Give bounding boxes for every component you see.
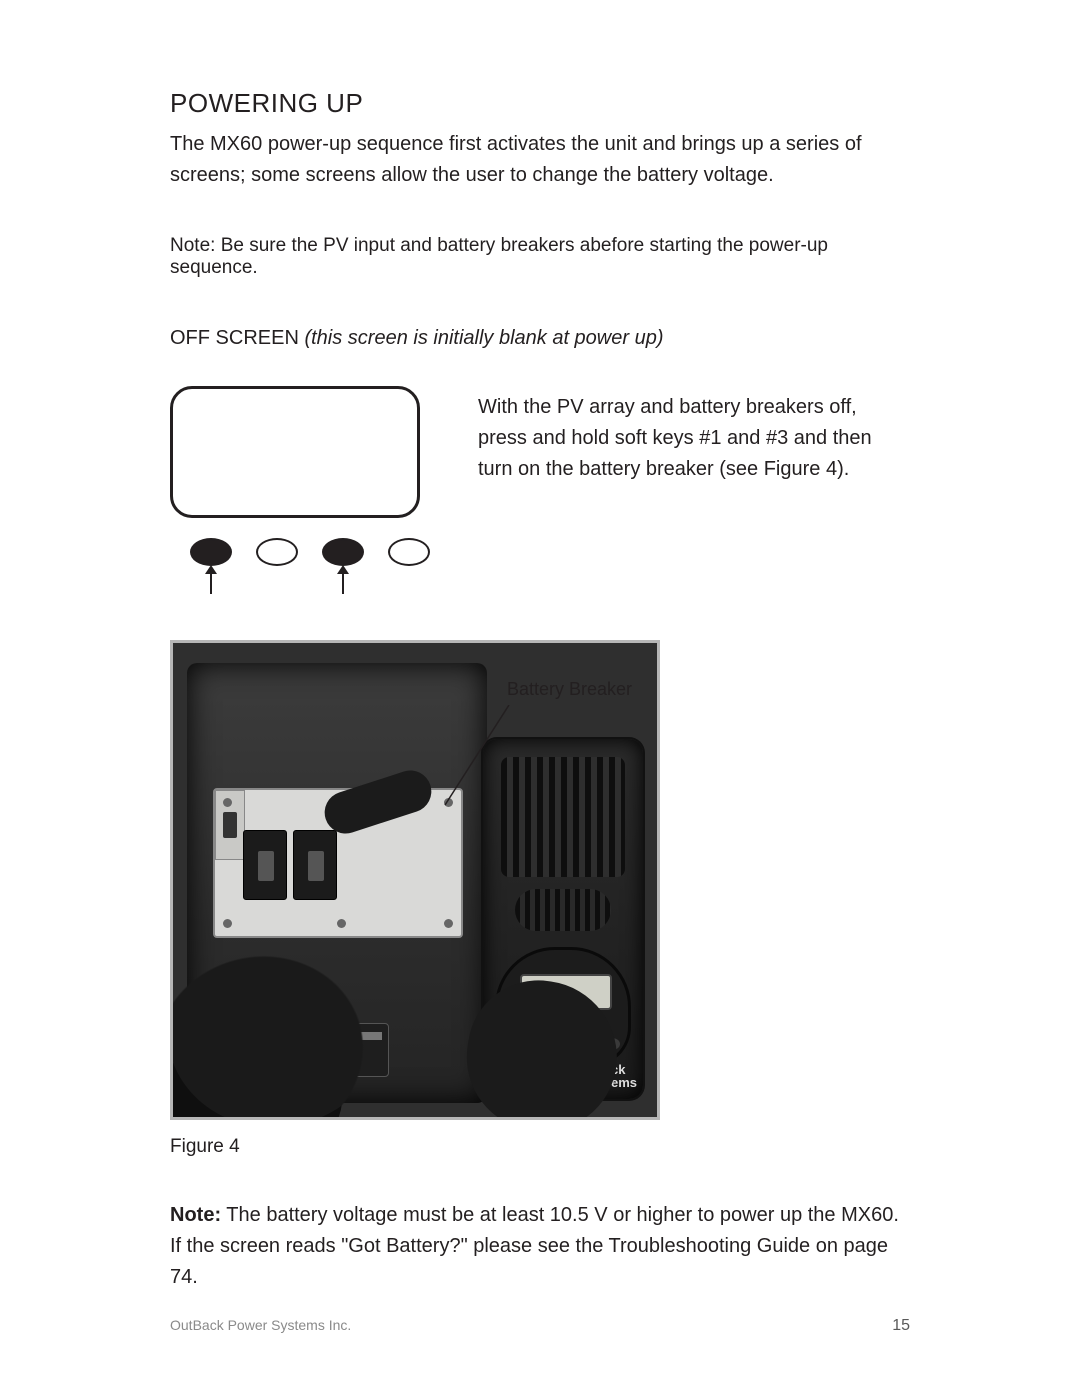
panel-screw	[223, 798, 232, 807]
figure-4-wrap: ck ems Battery Breaker Figure 4	[170, 640, 910, 1158]
footer-company: OutBack Power Systems Inc.	[170, 1317, 351, 1335]
lcd-screen-diagram	[170, 386, 430, 604]
vent-grille-mid	[515, 889, 611, 931]
screen-instruction-text: With the PV array and battery breakers o…	[478, 386, 888, 485]
footer-page-number: 15	[892, 1317, 910, 1335]
note-text: Note: Be sure the PV input and battery b…	[170, 235, 828, 278]
blank-lcd-screen	[170, 386, 420, 518]
arrow-under-key-1	[210, 570, 212, 594]
figure-4-photo: ck ems Battery Breaker	[170, 640, 660, 1120]
panel-screw	[444, 919, 453, 928]
section-heading: POWERING UP	[170, 88, 910, 119]
softkey-arrows	[170, 570, 430, 604]
battery-breaker-callout: Battery Breaker	[507, 679, 632, 700]
off-screen-label-line: OFF SCREEN (this screen is initially bla…	[170, 327, 910, 350]
note2-body: The battery voltage must be at least 10.…	[170, 1204, 899, 1288]
page-footer: OutBack Power Systems Inc. 15	[170, 1317, 910, 1335]
note-breakers-off: Note: Be sure the PV input and battery b…	[170, 235, 910, 279]
off-screen-italic: (this screen is initially blank at power…	[304, 327, 663, 349]
brand-line-2: ems	[611, 1075, 637, 1090]
pv-breaker-2	[293, 830, 337, 900]
softkey-3	[322, 538, 364, 566]
softkey-1	[190, 538, 232, 566]
manual-page: POWERING UP The MX60 power-up sequence f…	[0, 0, 1080, 1397]
softkey-2	[256, 538, 298, 566]
arrow-under-key-3	[342, 570, 344, 594]
figure-caption: Figure 4	[170, 1136, 910, 1158]
note-min-voltage: Note: The battery voltage must be at lea…	[170, 1200, 910, 1293]
screen-and-text-row: With the PV array and battery breakers o…	[170, 386, 910, 604]
off-screen-label: OFF SCREEN	[170, 327, 304, 349]
panel-screw	[337, 919, 346, 928]
panel-screw	[223, 919, 232, 928]
note2-label: Note:	[170, 1204, 221, 1226]
pv-breaker-1	[243, 830, 287, 900]
callout-leader-line	[443, 705, 517, 801]
softkey-4	[388, 538, 430, 566]
intro-paragraph: The MX60 power-up sequence first activat…	[170, 129, 910, 191]
softkey-row	[190, 538, 430, 566]
